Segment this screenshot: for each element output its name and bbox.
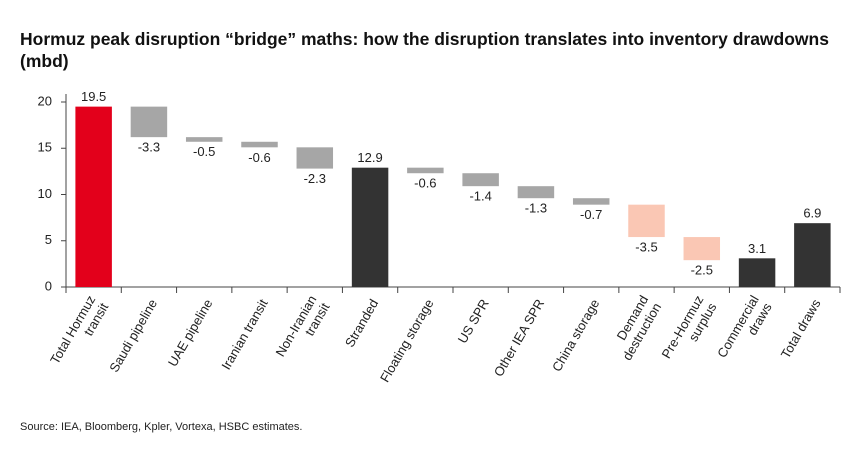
x-tick-label: Non-Iraniantransit	[273, 293, 333, 367]
bar	[130, 106, 168, 138]
y-tick-label: 15	[38, 140, 52, 155]
bar	[185, 137, 223, 142]
x-tick-label: Total draws	[778, 296, 824, 361]
x-tick-label: UAE pipeline	[165, 297, 216, 370]
bar	[462, 173, 499, 187]
x-tick-label-line: China storage	[549, 297, 602, 375]
bar	[296, 147, 334, 169]
data-label: -0.7	[580, 207, 602, 222]
data-label: -1.4	[469, 189, 491, 204]
data-label: -1.3	[525, 201, 547, 216]
x-tick-label: Pre-Hormuzsurplus	[659, 293, 720, 369]
chart-title: Hormuz peak disruption “bridge” maths: h…	[20, 29, 829, 71]
data-label: -3.5	[635, 239, 657, 254]
bar	[517, 186, 555, 199]
source-note: Source: IEA, Bloomberg, Kpler, Vortexa, …	[20, 421, 303, 433]
data-label: -3.3	[138, 140, 160, 155]
data-label: 12.9	[357, 150, 382, 165]
data-label: -2.3	[304, 171, 326, 186]
data-label: -2.5	[691, 263, 713, 278]
x-tick-label-line: Stranded	[342, 297, 381, 350]
bar	[407, 167, 444, 174]
bar	[572, 198, 610, 205]
bar	[351, 167, 389, 287]
x-tick-label-line: Other IEA SPR	[491, 297, 547, 380]
x-tick-label-line: Floating storage	[377, 297, 437, 385]
data-label: -0.5	[193, 144, 215, 159]
x-tick-label: Iranian transit	[219, 296, 272, 372]
y-tick-label: 10	[38, 186, 52, 201]
x-tick-label: Total Hormuztransit	[47, 293, 111, 375]
bar	[241, 141, 278, 148]
x-tick-label-line: US SPR	[455, 297, 492, 346]
y-tick-label: 5	[45, 232, 52, 247]
x-tick-label-line: UAE pipeline	[165, 297, 216, 370]
data-label: -0.6	[414, 176, 436, 191]
x-tick-label: Demanddestruction	[607, 293, 665, 363]
y-tick-label: 20	[38, 93, 52, 108]
x-tick-label-line: Saudi pipeline	[107, 297, 161, 375]
x-tick-label: Floating storage	[377, 297, 437, 385]
data-label: 19.5	[81, 89, 106, 104]
x-tick-label: China storage	[549, 297, 602, 375]
bar	[75, 106, 112, 287]
data-label: 3.1	[748, 241, 766, 256]
bar	[794, 223, 831, 287]
x-tick-label: Saudi pipeline	[107, 297, 161, 375]
x-tick-label: US SPR	[455, 297, 492, 346]
y-tick-label: 0	[45, 278, 52, 293]
data-label: 6.9	[803, 206, 821, 221]
x-tick-label-line: Total draws	[778, 296, 824, 361]
x-tick-label: Other IEA SPR	[491, 297, 547, 380]
bar	[683, 237, 721, 261]
x-tick-label-line: Iranian transit	[219, 296, 272, 372]
bar	[738, 258, 776, 287]
data-label: -0.6	[248, 150, 270, 165]
x-tick-label: Stranded	[342, 297, 381, 350]
x-tick-label: Commercialdraws	[714, 293, 775, 368]
bar	[628, 204, 665, 238]
